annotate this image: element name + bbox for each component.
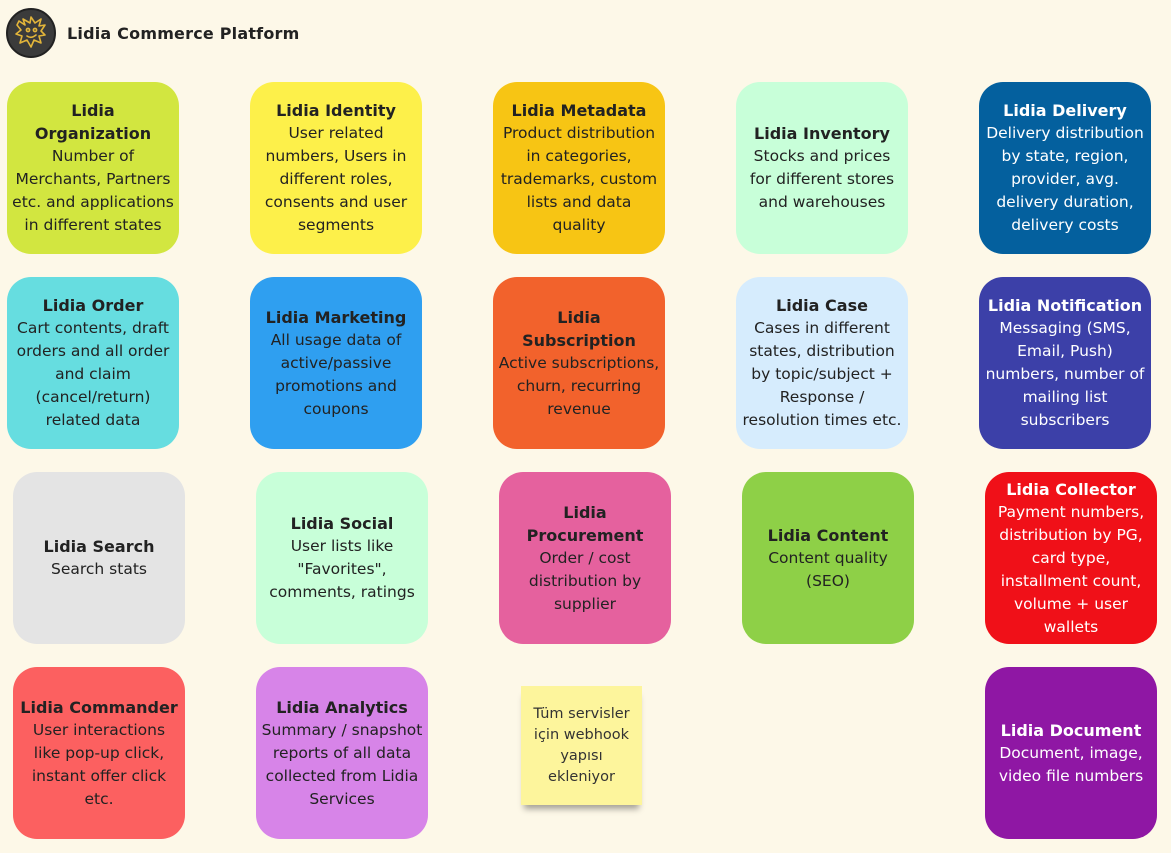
card-title: Lidia Subscription [522, 307, 636, 350]
card-lidia-social: Lidia Social User lists like "Favorites"… [256, 472, 428, 644]
card-title: Lidia Document [1000, 720, 1142, 740]
app-title: Lidia Commerce Platform [67, 23, 300, 43]
card-description: User lists like "Favorites", comments, r… [269, 537, 415, 601]
card-description: All usage data of active/passive promoti… [270, 330, 402, 418]
card-description: Payment numbers, distribution by PG, car… [997, 502, 1145, 636]
card-lidia-organization: Lidia Organization Number of Merchants, … [7, 82, 179, 254]
card-description: Search stats [51, 560, 147, 578]
card-title: Lidia Procurement [526, 502, 644, 545]
card-title: Lidia Notification [987, 296, 1143, 315]
card-description: Cart contents, draft orders and all orde… [16, 319, 170, 429]
card-description: Summary / snapshot reports of all data c… [261, 720, 423, 808]
card-lidia-procurement: Lidia Procurement Order / cost distribut… [499, 472, 671, 644]
card-title: Lidia Social [290, 514, 394, 533]
card-lidia-notification: Lidia Notification Messaging (SMS, Email… [979, 277, 1151, 449]
card-lidia-content: Lidia Content Content quality (SEO) [742, 472, 914, 644]
card-title: Lidia Inventory [754, 124, 890, 143]
card-title: Lidia Delivery [1003, 101, 1127, 120]
card-lidia-search: Lidia Search Search stats [13, 472, 185, 644]
card-title: Lidia Content [767, 525, 889, 545]
card-description: Messaging (SMS, Email, Push) numbers, nu… [985, 319, 1145, 429]
card-description: Cases in different states, distribution … [742, 319, 902, 429]
card-title: Lidia Order [42, 296, 144, 315]
card-lidia-case: Lidia Case Cases in different states, di… [736, 277, 908, 449]
card-title: Lidia Case [776, 296, 868, 315]
header: Lidia Commerce Platform [6, 8, 299, 58]
card-description: Order / cost distribution by supplier [528, 548, 642, 613]
sticky-note[interactable]: Tüm servisler için webhook yapısı ekleni… [521, 686, 642, 805]
card-lidia-document: Lidia Document Document, image, video fi… [985, 667, 1157, 839]
card-title: Lidia Search [43, 537, 155, 556]
lion-logo-icon [6, 8, 56, 58]
card-lidia-inventory: Lidia Inventory Stocks and prices for di… [736, 82, 908, 254]
card-description: User related numbers, Users in different… [264, 124, 408, 234]
card-title: Lidia Identity [276, 101, 396, 120]
card-title: Lidia Marketing [265, 307, 407, 327]
lion-head-icon [15, 16, 46, 48]
card-description: Product distribution in categories, trad… [500, 124, 658, 234]
card-lidia-order: Lidia Order Cart contents, draft orders … [7, 277, 179, 449]
card-description: Active subscriptions, churn, recurring r… [498, 353, 660, 418]
card-lidia-delivery: Lidia Delivery Delivery distribution by … [979, 82, 1151, 254]
card-title: Lidia Collector [1006, 479, 1136, 499]
card-description: Content quality (SEO) [768, 548, 888, 590]
card-lidia-metadata: Lidia Metadata Product distribution in c… [493, 82, 665, 254]
card-lidia-analytics: Lidia Analytics Summary / snapshot repor… [256, 667, 428, 839]
card-title: Lidia Organization [34, 101, 152, 143]
card-description: Document, image, video file numbers [998, 743, 1144, 785]
card-lidia-identity: Lidia Identity User related numbers, Use… [250, 82, 422, 254]
sticky-note-text: Tüm servisler için webhook yapısı ekleni… [533, 705, 630, 785]
card-title: Lidia Metadata [511, 101, 647, 120]
card-description: User interactions like pop-up click, ins… [31, 720, 167, 808]
card-lidia-commander: Lidia Commander User interactions like p… [13, 667, 185, 839]
card-lidia-marketing: Lidia Marketing All usage data of active… [250, 277, 422, 449]
card-title: Lidia Commander [20, 697, 178, 717]
card-description: Number of Merchants, Partners etc. and a… [12, 147, 174, 234]
card-lidia-collector: Lidia Collector Payment numbers, distrib… [985, 472, 1157, 644]
card-lidia-subscription: Lidia Subscription Active subscriptions,… [493, 277, 665, 449]
card-title: Lidia Analytics [276, 697, 408, 717]
card-description: Stocks and prices for different stores a… [749, 147, 895, 211]
card-description: Delivery distribution by state, region, … [986, 124, 1144, 234]
